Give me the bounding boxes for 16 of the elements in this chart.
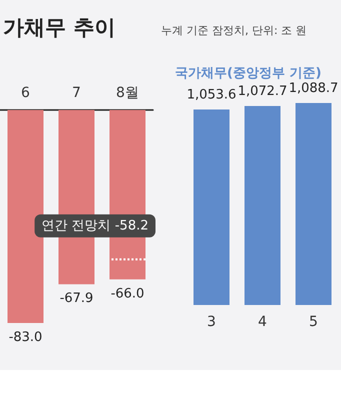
data-label: -67.9 (60, 291, 94, 306)
x-tick-label: 8월 (116, 85, 139, 101)
x-tick-label: 6 (21, 85, 30, 101)
data-label: 1,053.6 (186, 88, 236, 103)
data-label: -66.0 (110, 286, 144, 302)
data-label: 1,072.7 (238, 84, 288, 99)
x-tick-label: 7 (72, 85, 81, 101)
data-label: 1,088.7 (288, 81, 338, 96)
ref-line-label: 연간 전망치 -58.2 (42, 218, 148, 234)
chart-subtitle: 누계 기준 잠정치, 단위: 조 원 (161, 24, 307, 37)
x-tick-label: 4 (258, 314, 268, 330)
chart-title: 가채무 추이 (3, 16, 116, 40)
data-label: -83.0 (8, 330, 42, 345)
x-tick-label: 3 (207, 314, 216, 330)
x-tick-label: 5 (309, 314, 318, 330)
chart-title: 국가채무(중앙정부 기준) (175, 66, 322, 81)
